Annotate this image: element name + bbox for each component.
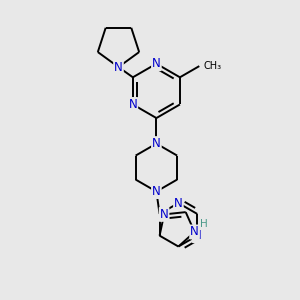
- Text: N: N: [152, 57, 161, 70]
- Text: H: H: [200, 219, 207, 229]
- Text: N: N: [190, 226, 199, 238]
- Text: N: N: [114, 61, 123, 74]
- Text: N: N: [128, 98, 137, 111]
- Text: CH₃: CH₃: [203, 61, 221, 71]
- Text: N: N: [174, 196, 183, 210]
- Text: N: N: [160, 208, 169, 221]
- Text: N: N: [152, 185, 161, 198]
- Text: N: N: [152, 137, 161, 150]
- Text: N: N: [193, 229, 202, 242]
